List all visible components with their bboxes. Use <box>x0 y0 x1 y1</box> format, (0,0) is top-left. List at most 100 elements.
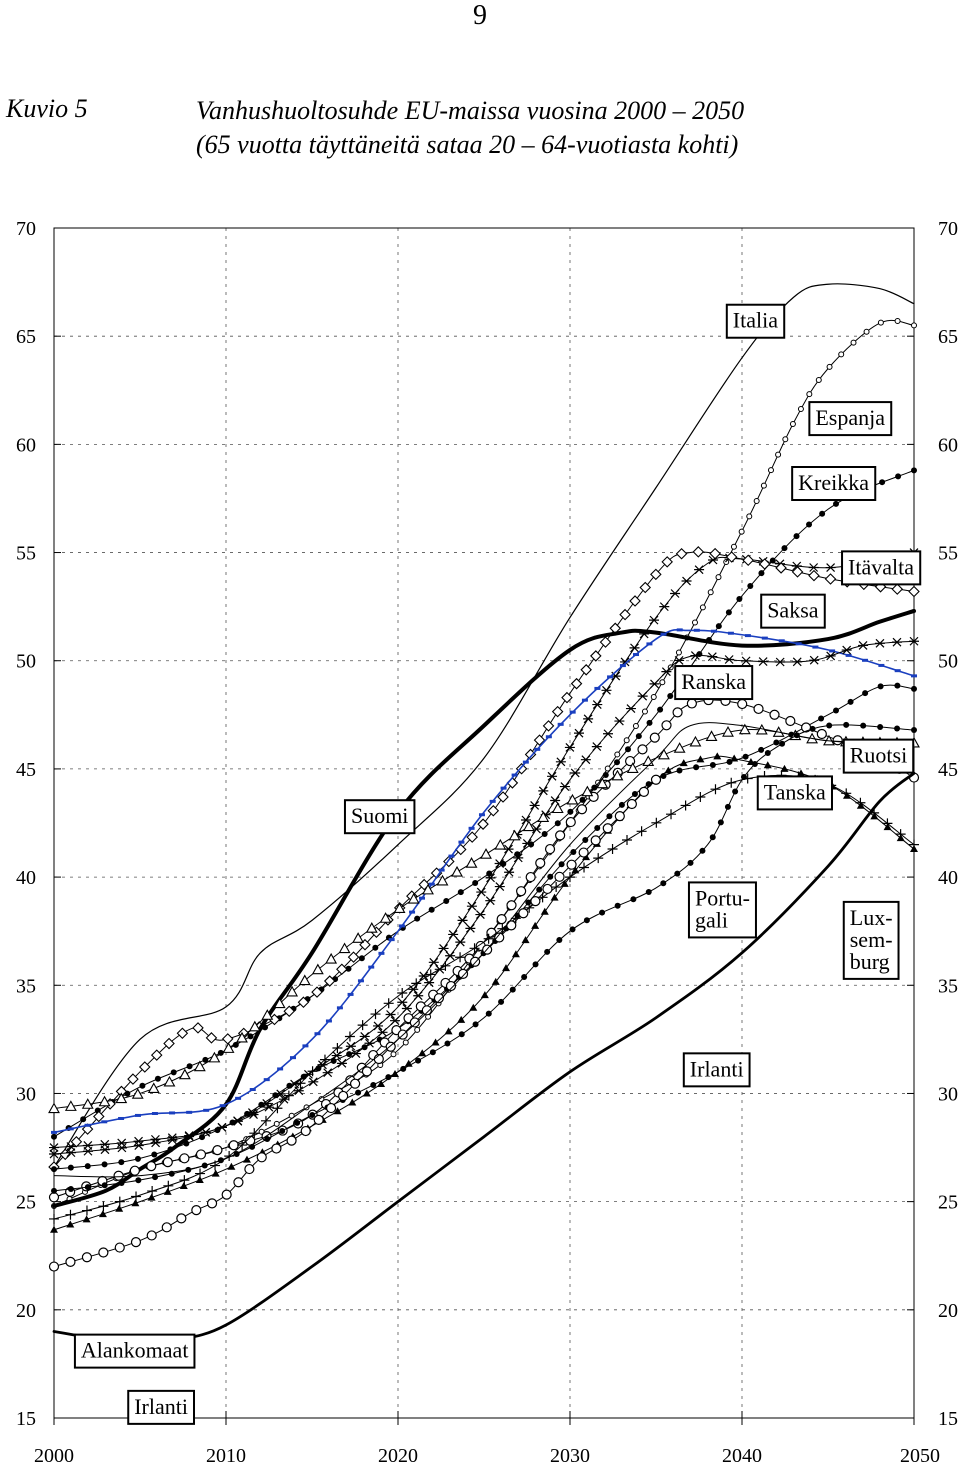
marker-circle <box>686 698 697 709</box>
marker-plus <box>666 809 677 820</box>
marker-dot <box>779 740 786 747</box>
marker-diamond <box>205 1032 218 1044</box>
marker-dot <box>183 1140 190 1147</box>
marker-asterisk <box>457 915 468 925</box>
marker-dash <box>511 773 518 777</box>
marker-asterisk <box>184 1132 195 1141</box>
series-label-line: Ruotsi <box>850 743 907 768</box>
series-label: Itävalta <box>841 550 922 586</box>
marker-diamond <box>283 1005 295 1018</box>
marker-dot <box>645 889 652 896</box>
marker-circle <box>48 1261 60 1272</box>
marker-triangle <box>98 1095 111 1107</box>
series-label: Suomi <box>343 799 416 835</box>
marker-triangle <box>550 893 559 901</box>
marker-dash <box>378 951 385 955</box>
marker-circle <box>445 980 457 992</box>
marker-circle <box>785 715 796 727</box>
marker-plus <box>909 839 919 850</box>
marker-plus <box>195 1168 206 1179</box>
marker-dash <box>594 686 601 690</box>
marker-circle <box>457 968 469 980</box>
page-number: 9 <box>473 0 487 31</box>
marker-diamond <box>477 818 489 830</box>
marker-dot <box>258 1101 265 1108</box>
marker-triangle <box>657 748 670 760</box>
marker-circle <box>161 1222 172 1233</box>
marker-circle <box>789 421 796 428</box>
marker-dot <box>569 926 576 933</box>
marker-triangle <box>738 723 751 735</box>
marker-circle <box>797 405 804 412</box>
marker-dot <box>646 719 653 726</box>
marker-circle <box>691 619 698 626</box>
marker-circle <box>782 436 789 443</box>
figure-title-line1: Vanhushuoltosuhde EU-maissa vuosina 2000… <box>196 96 745 125</box>
marker-dash <box>325 1019 332 1023</box>
marker-triangle <box>81 1098 94 1109</box>
marker-dash <box>388 938 395 942</box>
marker-triangle <box>115 1204 124 1212</box>
series-label: Tanska <box>756 775 833 811</box>
marker-triangle <box>596 777 609 789</box>
marker-dot <box>229 1119 236 1126</box>
marker-dot <box>631 791 638 798</box>
marker-diamond <box>775 562 787 574</box>
marker-triangle <box>521 936 530 944</box>
series-it-valta <box>49 548 919 1152</box>
marker-triangle <box>537 811 550 822</box>
marker-dot <box>214 1127 221 1134</box>
marker-asterisk <box>809 655 820 665</box>
series-label-line: sem- <box>850 927 893 952</box>
marker-diamond <box>742 554 754 567</box>
marker-triangle <box>311 963 324 975</box>
marker-asterisk <box>583 714 594 724</box>
marker-dot <box>244 1110 251 1117</box>
series-label: Saksa <box>760 593 826 629</box>
marker-dot <box>429 1049 436 1056</box>
marker-triangle <box>248 1020 261 1032</box>
marker-asterisk <box>494 859 505 868</box>
marker-triangle <box>491 977 500 985</box>
y-tick-label-right: 55 <box>938 543 958 565</box>
series-label-text: Itävalta <box>848 554 914 579</box>
series-line <box>53 722 915 1178</box>
marker-asterisk <box>570 768 581 778</box>
marker-dash <box>263 1078 270 1082</box>
y-tick-label-left: 65 <box>16 326 36 348</box>
marker-circle <box>129 1165 140 1176</box>
marker-dot <box>674 870 681 877</box>
marker-dot <box>826 722 833 729</box>
marker-dot <box>614 759 621 766</box>
marker-diamond <box>758 558 771 570</box>
marker-dot <box>843 721 850 728</box>
marker-plus <box>411 978 422 989</box>
marker-circle <box>414 1026 421 1033</box>
marker-circle <box>325 1102 337 1114</box>
series-label-line: Irlanti <box>134 1394 188 1419</box>
marker-dot <box>793 533 800 540</box>
marker-triangle <box>50 1225 58 1233</box>
marker-plus <box>237 1140 248 1151</box>
marker-dash <box>778 639 785 643</box>
marker-dash <box>203 1108 210 1112</box>
marker-asterisk <box>601 685 612 695</box>
figure-title: Vanhushuoltosuhde EU-maissa vuosina 2000… <box>196 94 744 162</box>
marker-plus <box>319 1054 330 1065</box>
marker-dot <box>687 859 694 866</box>
marker-dot <box>624 746 631 753</box>
marker-circle <box>313 1114 324 1125</box>
marker-circle <box>650 774 662 785</box>
marker-plus <box>551 882 562 893</box>
marker-dot <box>51 1187 57 1194</box>
y-tick-label-right: 65 <box>938 326 958 348</box>
marker-circle <box>638 786 650 797</box>
marker-dot <box>781 545 788 552</box>
marker-triangle <box>178 1068 191 1080</box>
marker-dash <box>249 1088 256 1092</box>
marker-diamond <box>675 547 688 560</box>
marker-asterisk <box>674 655 685 665</box>
marker-plus <box>695 791 706 802</box>
marker-dot <box>358 955 365 962</box>
